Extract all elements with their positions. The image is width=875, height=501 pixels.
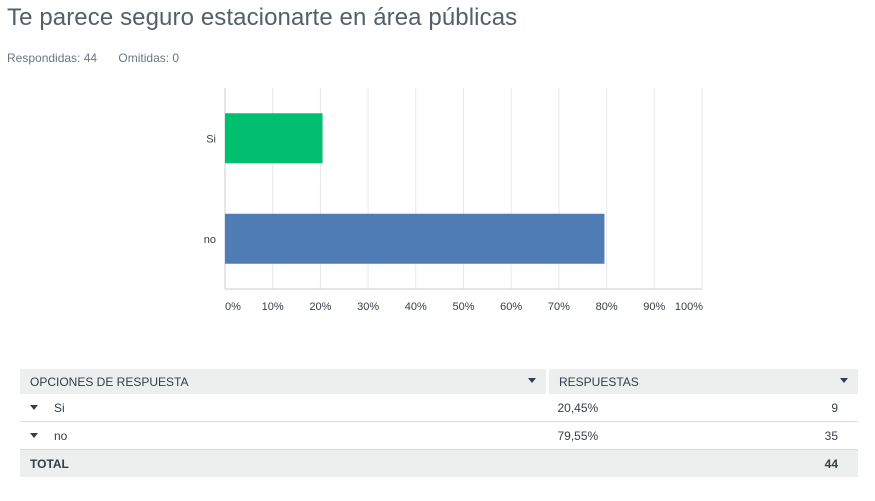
answers-table: OPCIONES DE RESPUESTA RESPUESTAS Si 20,4…: [20, 369, 858, 477]
chart-bars: [225, 113, 605, 264]
responses-header[interactable]: RESPUESTAS: [547, 369, 858, 394]
skipped-count: Omitidas: 0: [118, 51, 180, 65]
x-tick-label: 100%: [675, 301, 703, 313]
answer-option-cell: Si: [20, 394, 548, 422]
x-tick-label: 50%: [452, 301, 474, 313]
category-label: Si: [206, 133, 216, 145]
total-spacer: [547, 449, 778, 477]
x-tick-label: 80%: [596, 301, 618, 313]
answer-options-header-label: OPCIONES DE RESPUESTA: [30, 374, 189, 389]
answer-percent: 79,55%: [547, 421, 778, 450]
response-stats: Respondidas: 44 Omitidas: 0: [7, 51, 197, 65]
x-tick-label: 90%: [643, 301, 665, 313]
x-tick-label: 20%: [309, 301, 331, 313]
total-row: TOTAL 44: [20, 449, 858, 477]
answer-count: 35: [778, 421, 858, 450]
question-title: Te parece seguro estacionarte en área pú…: [7, 4, 518, 31]
total-count: 44: [778, 449, 858, 477]
table-row: Si 20,45% 9: [20, 394, 858, 422]
answer-percent: 20,45%: [547, 394, 778, 422]
chart-x-ticks: 0% 10% 20% 30% 40% 50% 60% 70% 80% 90% 100%: [225, 301, 703, 313]
expand-caret-icon[interactable]: [30, 432, 38, 438]
answer-options-header[interactable]: OPCIONES DE RESPUESTA: [20, 369, 549, 394]
category-label: no: [204, 234, 216, 246]
answer-option-cell: no: [20, 421, 548, 450]
total-label: TOTAL: [20, 449, 548, 477]
x-tick-label: 10%: [262, 301, 284, 313]
expand-caret-icon[interactable]: [30, 404, 38, 410]
x-tick-label: 40%: [405, 301, 427, 313]
answer-count: 9: [778, 394, 858, 422]
x-tick-label: 60%: [500, 301, 522, 313]
x-tick-label: 0%: [225, 301, 241, 313]
chart-category-labels: Si no: [204, 133, 216, 246]
table-header-row: OPCIONES DE RESPUESTA RESPUESTAS: [20, 369, 858, 394]
x-tick-label: 30%: [357, 301, 379, 313]
table-row: no 79,55% 35: [20, 421, 858, 450]
sort-caret-icon[interactable]: [528, 378, 536, 383]
bar-no: [225, 213, 605, 264]
responses-header-label: RESPUESTAS: [559, 374, 639, 389]
bar-si: [225, 113, 323, 164]
bar-chart: Si no 0% 10% 20% 30% 40% 50% 60% 70% 80% 90% 100%: [204, 88, 703, 313]
answer-option-label: Si: [54, 400, 65, 415]
answered-count: Respondidas: 44: [7, 51, 98, 65]
sort-caret-icon[interactable]: [840, 378, 848, 383]
answer-option-label: no: [54, 428, 68, 443]
x-tick-label: 70%: [548, 301, 570, 313]
